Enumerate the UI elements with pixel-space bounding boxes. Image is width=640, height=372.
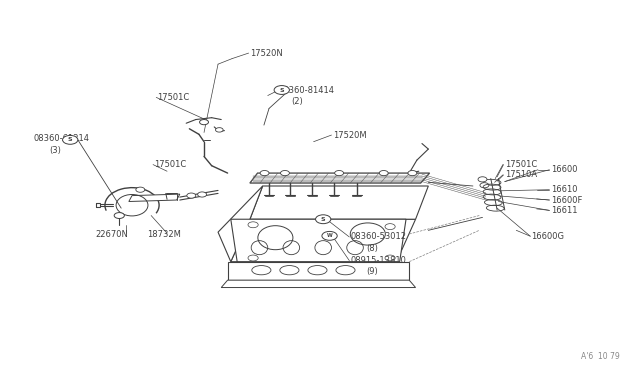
Circle shape [248,255,258,261]
Circle shape [187,193,196,198]
Text: 17520N: 17520N [250,49,283,58]
Polygon shape [250,173,429,183]
Circle shape [248,222,258,228]
Polygon shape [221,280,415,288]
Polygon shape [129,194,180,202]
Text: 17501C: 17501C [505,160,537,169]
Circle shape [380,170,388,176]
Text: S: S [321,217,326,222]
Circle shape [316,215,331,224]
Text: 16600F: 16600F [550,196,582,205]
Text: 16610: 16610 [550,185,577,194]
Text: 08360-53012: 08360-53012 [351,232,406,241]
Circle shape [63,135,78,144]
Circle shape [335,170,344,176]
Circle shape [200,119,209,125]
Text: 17510A: 17510A [505,170,537,179]
Polygon shape [231,219,406,262]
Text: (9): (9) [366,267,378,276]
Circle shape [274,86,289,94]
Text: 16611: 16611 [550,206,577,215]
Circle shape [385,224,395,230]
Text: 08360-61214: 08360-61214 [33,134,89,143]
Text: 17520M: 17520M [333,131,366,140]
Text: 17501C: 17501C [154,160,187,169]
Text: 17501C: 17501C [157,93,189,102]
Text: 16600G: 16600G [532,232,564,241]
Polygon shape [231,219,415,262]
Circle shape [216,128,223,132]
Text: S: S [280,87,284,93]
Circle shape [322,231,337,240]
Text: (2): (2) [291,97,303,106]
Text: (8): (8) [366,244,378,253]
Circle shape [408,170,417,176]
Circle shape [136,187,145,192]
Text: S: S [68,137,72,142]
Circle shape [280,170,289,176]
Polygon shape [228,262,409,280]
Text: 16600: 16600 [550,165,577,174]
Text: (3): (3) [49,146,61,155]
Text: 22670N: 22670N [96,230,129,239]
Text: 08360-81414: 08360-81414 [278,86,335,94]
Circle shape [198,192,207,197]
Text: A'6  10 79: A'6 10 79 [580,352,620,361]
Circle shape [385,255,395,261]
Circle shape [114,212,124,218]
Text: W: W [326,233,332,238]
Polygon shape [250,186,428,219]
Polygon shape [218,186,262,262]
Circle shape [478,177,487,182]
Text: 08915-13810: 08915-13810 [351,256,406,265]
Text: 18732M: 18732M [147,230,180,239]
Circle shape [480,183,489,188]
Circle shape [260,170,269,176]
